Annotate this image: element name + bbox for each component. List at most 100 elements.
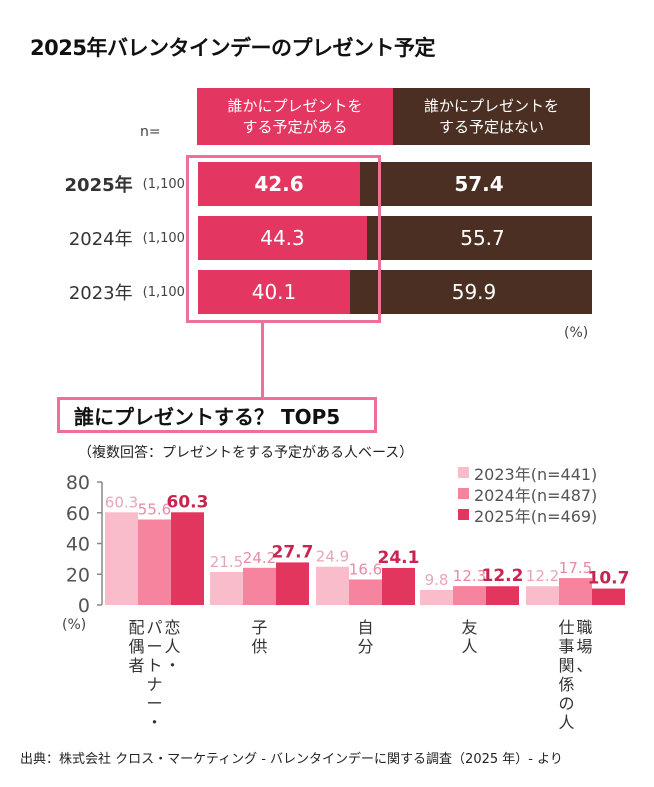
bar-value-label: 16.6 (349, 560, 382, 578)
bar-segment-will-give: 40.1 (198, 270, 350, 314)
bar-segment-will-not-give: 57.4 (366, 162, 592, 206)
header-will-give-line2: する予定がある (242, 117, 348, 136)
top-chart-unit: (%) (564, 325, 589, 341)
bar-value-label: 55.6 (138, 501, 171, 519)
category-label-char: 子 (251, 618, 267, 637)
row-year: 2025年 (64, 175, 133, 196)
category-label-char: パ (146, 618, 162, 637)
bar-value-label: 24.9 (316, 548, 349, 566)
bar-2024 (559, 578, 592, 605)
bar-value-label: 24.2 (243, 549, 276, 567)
category-label-char: 事 (558, 637, 574, 656)
stacked-bar-2024: 44.3 55.7 (198, 216, 592, 260)
category-label-char: 偶 (128, 637, 144, 656)
connector-line (261, 321, 264, 399)
row-sample-size: (1,100) (142, 230, 190, 246)
header-will-give-line1: 誰かにプレゼントを (227, 96, 363, 115)
category-label-char: 恋 (164, 618, 180, 637)
row-label-2023: 2023年 (1,100) (20, 270, 190, 314)
row-label-2025: 2025年 (1,100) (20, 162, 190, 206)
category-label-char: ト (146, 656, 162, 675)
bar-value-label: 27.7 (272, 542, 314, 562)
bar-segment-will-not-give-start (350, 270, 356, 314)
category-label-char: 場 (576, 637, 592, 656)
header-will-give: 誰かにプレゼントを する予定がある (197, 88, 393, 145)
y-axis-unit: (%) (62, 617, 86, 633)
source-note: 出典：株式会社 クロス・マーケティング - バレンタインデーに関する調査（202… (20, 752, 563, 767)
bar-segment-will-give: 44.3 (198, 216, 367, 260)
legend-item-2023: 2023年(n=441) (458, 462, 598, 484)
bar-value-label: 12.3 (453, 567, 486, 585)
category-label-char: 人 (164, 637, 180, 656)
legend-swatch (458, 467, 469, 478)
header-will-not-give-line2: する予定はない (438, 117, 544, 136)
category-label-char: ー (146, 694, 162, 713)
category-label-char: の (558, 694, 574, 713)
bar-2025 (276, 562, 309, 605)
stacked-bar-2023: 40.1 59.9 (198, 270, 592, 314)
y-tick-label: 0 (78, 595, 90, 617)
category-label-char: 仕 (558, 618, 574, 637)
stacked-bar-2025: 42.6 57.4 (198, 162, 592, 206)
category-label-char: 、 (576, 656, 592, 675)
category-label-char: ・ (164, 656, 180, 675)
bar-segment-will-not-give-start (367, 216, 373, 260)
bar-2024 (453, 586, 486, 605)
legend-swatch (458, 509, 469, 520)
legend-swatch (458, 488, 469, 499)
category-label-char: 人 (558, 713, 574, 732)
bar-value-label: 17.5 (559, 559, 592, 577)
bar-2023 (526, 586, 559, 605)
y-tick-label: 80 (66, 472, 90, 494)
category-label-char: ・ (146, 713, 162, 732)
bar-2025 (171, 512, 204, 605)
header-will-not-give: 誰かにプレゼントを する予定はない (393, 88, 590, 145)
bar-value-label: 21.5 (210, 553, 243, 571)
legend-label: 2025年(n=469) (474, 506, 598, 526)
y-tick-label: 40 (66, 534, 90, 556)
category-label-char: 友 (461, 618, 477, 637)
row-year: 2023年 (68, 283, 133, 304)
bar-2025 (382, 567, 415, 605)
top5-title-box: 誰にプレゼントする？ TOP5 (57, 397, 377, 433)
legend-label: 2023年(n=441) (474, 464, 598, 484)
category-label-char: 者 (128, 656, 144, 675)
bar-2024 (243, 567, 276, 605)
bar-2024 (349, 579, 382, 605)
bar-value-label: 60.3 (105, 493, 138, 511)
bar-2023 (316, 566, 349, 605)
row-sample-size: (1,100) (142, 284, 190, 300)
category-label-char: 人 (461, 637, 477, 656)
bar-value-label: 12.2 (482, 566, 524, 586)
highlight-frame (186, 155, 381, 323)
bar-value-label: 9.8 (425, 571, 449, 589)
y-tick-label: 20 (66, 564, 90, 586)
bar-segment-will-give: 42.6 (198, 162, 360, 206)
bar-2025 (486, 586, 519, 605)
legend-item-2025: 2025年(n=469) (458, 504, 598, 526)
legend-item-2024: 2024年(n=487) (458, 483, 598, 505)
bar-segment-will-not-give: 59.9 (356, 270, 592, 314)
header-will-not-give-line1: 誰かにプレゼントを (423, 96, 559, 115)
category-label-char: 係 (558, 675, 574, 694)
bar-value-label: 24.1 (378, 548, 420, 568)
legend: 2023年(n=441) 2024年(n=487) 2025年(n=469) (458, 462, 598, 526)
bar-value-label: 10.7 (588, 569, 630, 589)
bar-2024 (138, 519, 171, 605)
bottom-chart-subtitle: （複数回答：プレゼントをする予定がある人ベース） (78, 445, 414, 461)
category-label-char: 関 (558, 656, 574, 675)
y-tick-label: 60 (66, 503, 90, 525)
bar-2023 (420, 589, 453, 605)
bar-value-label: 60.3 (167, 492, 209, 512)
legend-label: 2024年(n=487) (474, 485, 598, 505)
category-label-char: 分 (357, 637, 373, 656)
category-label-char: 職 (576, 618, 592, 637)
category-label-char: ー (146, 637, 162, 656)
bar-2023 (105, 512, 138, 605)
bar-2023 (210, 571, 243, 605)
row-year: 2024年 (68, 229, 133, 250)
n-label: n= (140, 124, 161, 140)
bar-value-label: 12.2 (526, 567, 559, 585)
main-title: 2025年バレンタインデーのプレゼント予定 (30, 36, 435, 60)
